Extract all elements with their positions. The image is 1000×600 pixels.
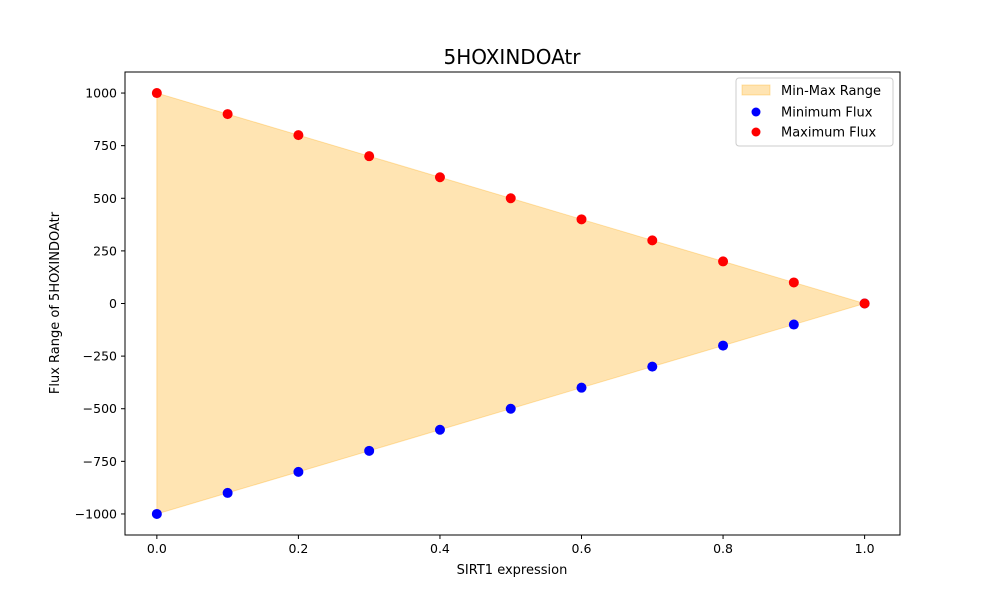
x-tick-label: 0.6: [572, 541, 592, 556]
y-tick-label: −1000: [75, 506, 117, 521]
max-flux-point: [222, 109, 233, 120]
x-tick-label: 0.2: [288, 541, 308, 556]
min-flux-point: [434, 424, 445, 435]
min-flux-point: [788, 319, 799, 330]
max-flux-point: [151, 88, 162, 99]
y-tick-label: 750: [93, 138, 117, 153]
chart-title: 5HOXINDOAtr: [444, 45, 582, 69]
min-flux-point: [718, 340, 729, 351]
min-max-range-fill: [156, 92, 867, 515]
y-axis-label: Flux Range of 5HOXINDOAtr: [48, 211, 63, 394]
max-flux-point: [788, 277, 799, 288]
y-tick-label: −500: [83, 401, 117, 416]
y-tick-label: 500: [93, 191, 117, 206]
x-tick-label: 0.8: [713, 541, 733, 556]
max-flux-point: [434, 172, 445, 183]
min-flux-point: [293, 466, 304, 477]
y-tick-label: 0: [109, 296, 117, 311]
max-flux-point: [718, 256, 729, 267]
max-flux-point: [293, 130, 304, 141]
legend-label-min: Minimum Flux: [781, 106, 873, 121]
max-flux-point: [505, 193, 516, 204]
legend-label-max: Maximum Flux: [781, 126, 877, 141]
x-axis-label: SIRT1 expression: [457, 563, 568, 578]
legend-marker-max: [751, 127, 761, 137]
min-flux-point: [647, 361, 658, 372]
min-flux-point: [222, 487, 233, 498]
y-tick-label: −250: [83, 349, 117, 364]
legend-marker-min: [751, 107, 761, 117]
legend-swatch-range: [741, 84, 771, 96]
legend: Min-Max Range Minimum Flux Maximum Flux: [735, 77, 894, 147]
x-tick-label: 1.0: [855, 541, 875, 556]
min-flux-point: [364, 445, 375, 456]
max-flux-point: [859, 298, 870, 309]
y-tick-label: 250: [93, 243, 117, 258]
max-flux-point: [576, 214, 587, 225]
max-flux-point: [647, 235, 658, 246]
min-flux-point: [505, 403, 516, 414]
max-flux-point: [364, 151, 375, 162]
min-flux-point: [576, 382, 587, 393]
y-tick-label: 1000: [85, 86, 117, 101]
x-tick-label: 0.0: [147, 541, 167, 556]
min-flux-point: [151, 508, 162, 519]
legend-label-range: Min-Max Range: [781, 84, 881, 99]
x-tick-label: 0.4: [430, 541, 450, 556]
y-tick-label: −750: [83, 454, 117, 469]
plot-area: 0.0 0.2 0.4 0.6 0.8 1.0 −1000 −750 −500 −250 0 250 5…: [75, 71, 901, 556]
legend-box: [735, 77, 894, 147]
